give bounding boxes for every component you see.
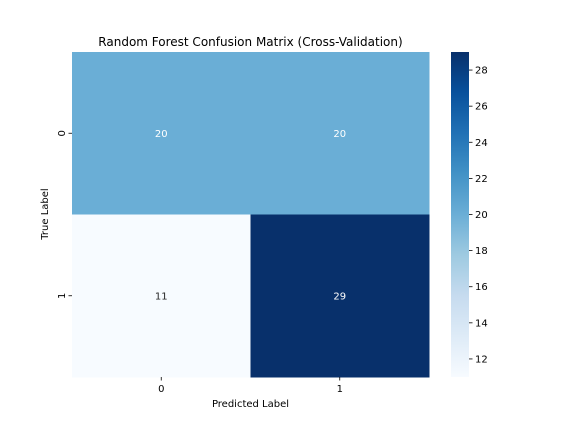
colorbar-ticks: 12 14 16 18 20 22 24 26 28: [469, 66, 488, 365]
colorbar-tick-label: 18: [475, 246, 488, 257]
y-axis-label: True Label: [40, 188, 51, 240]
x-tick-label: 0: [158, 384, 164, 395]
heatmap-cell-r0-c0: [72, 52, 251, 215]
cell-value-r1-c1: 29: [333, 291, 346, 302]
colorbar-tick-label: 16: [475, 282, 488, 293]
colorbar-tick-label: 26: [475, 102, 488, 113]
y-tick-label: 1: [57, 293, 68, 299]
heatmap-cells: [72, 52, 430, 378]
chart-title: Random Forest Confusion Matrix (Cross-Va…: [98, 35, 402, 49]
heatmap-cell-r1-c1: [250, 214, 430, 378]
colorbar-tick-label: 24: [475, 138, 488, 149]
heatmap-cell-r1-c0: [72, 214, 251, 378]
cell-value-r0-c0: 20: [155, 129, 168, 140]
colorbar-tick-label: 14: [475, 318, 488, 329]
heatmap-cell-r0-c1: [250, 52, 430, 215]
y-tick-label: 0: [57, 130, 68, 136]
colorbar-tick-label: 12: [475, 354, 488, 365]
colorbar-tick-label: 20: [475, 210, 488, 221]
y-axis-ticks: 01: [57, 130, 72, 299]
colorbar-tick-label: 22: [475, 174, 488, 185]
cell-value-r1-c0: 11: [155, 291, 168, 302]
cell-value-r0-c1: 20: [333, 129, 346, 140]
heatmap-annotations: 20 20 11 29: [155, 129, 346, 303]
colorbar: [451, 52, 469, 377]
x-axis-label: Predicted Label: [212, 399, 289, 410]
x-tick-label: 1: [337, 384, 343, 395]
colorbar-tick-label: 28: [475, 66, 488, 77]
